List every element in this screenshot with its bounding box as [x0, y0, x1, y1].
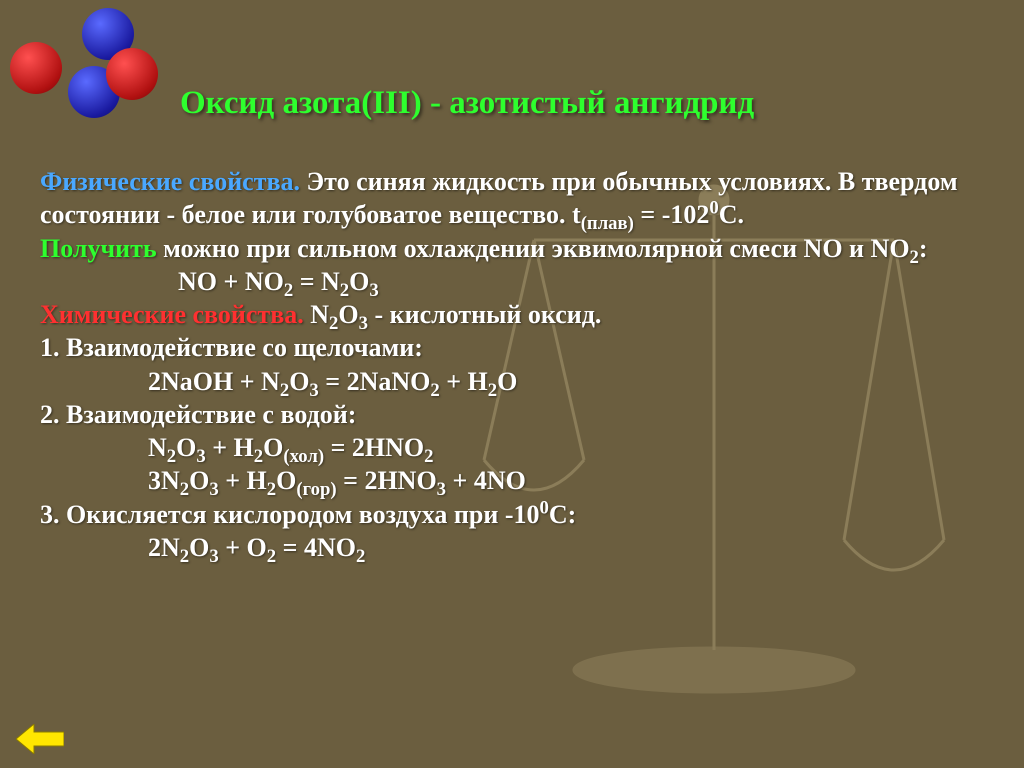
atom-red [106, 48, 158, 100]
equation-naoh: 2NaOH + N2O3 = 2NaNO2 + H2O [40, 365, 980, 398]
label-physical-properties: Физические свойства. [40, 167, 300, 196]
item-1: 1. Взаимодействие со щелочами: [40, 331, 980, 364]
atom-red [10, 42, 62, 94]
paragraph-obtain: Получить можно при сильном охлаждении эк… [40, 232, 980, 265]
slide-body: Физические свойства. Это синяя жидкость … [40, 165, 980, 564]
prev-slide-button[interactable] [16, 724, 64, 754]
equation-water-cold: N2O3 + H2O(хол) = 2HNO2 [40, 431, 980, 464]
reaction-list: 1. Взаимодействие со щелочами: 2NaOH + N… [40, 331, 980, 564]
label-chemical-properties: Химические свойства. [40, 300, 304, 329]
molecule-illustration [10, 8, 155, 118]
item-3: 3. Окисляется кислородом воздуха при -10… [40, 498, 980, 531]
equation-oxidation: 2N2O3 + O2 = 4NO2 [40, 531, 980, 564]
equation-synthesis: NO + NO2 = N2O3 [40, 265, 980, 298]
equation-water-hot: 3N2O3 + H2O(гор) = 2HNO3 + 4NO [40, 464, 980, 497]
slide-title: Оксид азота(III) - азотистый ангидрид [180, 85, 754, 122]
paragraph-chemical: Химические свойства. N2O3 - кислотный ок… [40, 298, 980, 331]
paragraph-physical: Физические свойства. Это синяя жидкость … [40, 165, 980, 232]
label-obtain: Получить [40, 234, 157, 263]
item-2: 2. Взаимодействие с водой: [40, 398, 980, 431]
